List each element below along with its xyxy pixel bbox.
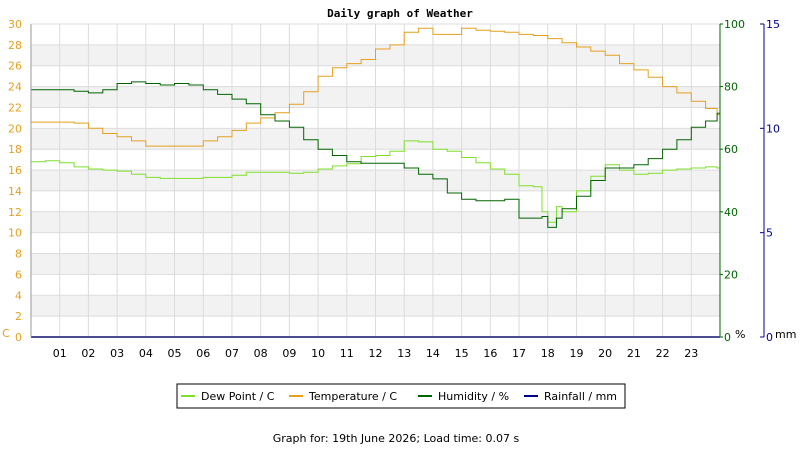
series-line-1 [31, 140, 720, 223]
x-tick-label: 12 [369, 347, 383, 360]
y-tick-label-temperature: 16 [8, 164, 22, 177]
y-tick-label-humidity: 40 [724, 206, 738, 219]
y-tick-label-humidity: 0 [724, 331, 731, 344]
axis-unit-temperature: C [2, 327, 10, 340]
x-tick-label: 07 [225, 347, 239, 360]
x-tick-label: 16 [483, 347, 497, 360]
footer-text: Graph for: 19th June 2026; Load time: 0.… [273, 432, 520, 445]
x-tick-label: 23 [684, 347, 698, 360]
legend-label: Dew Point / C [201, 390, 275, 403]
chart-title: Daily graph of Weather [327, 7, 473, 20]
y-tick-label-humidity: 100 [724, 18, 745, 31]
x-tick-label: 05 [168, 347, 182, 360]
x-tick-label: 08 [254, 347, 268, 360]
series-line-3 [31, 81, 720, 228]
axis-unit-rainfall: mm [775, 328, 796, 341]
y-tick-label-temperature: 8 [15, 248, 22, 261]
y-tick-label-temperature: 0 [15, 331, 22, 344]
x-tick-label: 17 [512, 347, 526, 360]
y-tick-label-temperature: 12 [8, 206, 22, 219]
plot-grid [31, 23, 720, 338]
y-tick-label-rainfall: 5 [766, 227, 773, 240]
y-tick-label-temperature: 22 [8, 101, 22, 114]
x-tick-label: 09 [282, 347, 296, 360]
x-tick-label: 14 [426, 347, 440, 360]
x-tick-label: 06 [196, 347, 210, 360]
x-tick-label: 20 [598, 347, 612, 360]
x-tick-label: 19 [569, 347, 583, 360]
y-tick-label-temperature: 2 [15, 310, 22, 323]
y-tick-label-temperature: 14 [8, 185, 22, 198]
x-tick-label: 01 [53, 347, 67, 360]
legend: Dew Point / C Temperature / C Humidity / %… [176, 383, 626, 409]
y-tick-label-rainfall: 15 [766, 18, 780, 31]
y-tick-label-temperature: 18 [8, 143, 22, 156]
x-tick-label: 10 [311, 347, 325, 360]
y-tick-label-rainfall: 10 [766, 122, 780, 135]
x-tick-label: 21 [627, 347, 641, 360]
x-tick-label: 04 [139, 347, 153, 360]
legend-label: Humidity / % [438, 390, 509, 403]
legend-label: Rainfall / mm [544, 390, 617, 403]
y-tick-label-temperature: 4 [15, 289, 22, 302]
y-tick-label-humidity: 80 [724, 81, 738, 94]
y-tick-label-temperature: 20 [8, 122, 22, 135]
y-tick-label-temperature: 30 [8, 18, 22, 31]
y-tick-label-temperature: 6 [15, 268, 22, 281]
y-tick-label-rainfall: 0 [766, 331, 773, 344]
y-tick-label-temperature: 24 [8, 81, 22, 94]
x-tick-label: 11 [340, 347, 354, 360]
y-tick-label-humidity: 20 [724, 268, 738, 281]
x-tick-label: 02 [81, 347, 95, 360]
legend-label: Temperature / C [308, 390, 397, 403]
axis-unit-humidity: % [735, 328, 745, 341]
y-tick-label-temperature: 26 [8, 60, 22, 73]
y-tick-label-temperature: 10 [8, 227, 22, 240]
y-tick-label-humidity: 60 [724, 143, 738, 156]
y-tick-label-temperature: 28 [8, 39, 22, 52]
series-line-2 [31, 27, 720, 147]
x-tick-label: 13 [397, 347, 411, 360]
x-tick-label: 22 [656, 347, 670, 360]
x-tick-label: 15 [455, 347, 469, 360]
x-tick-label: 18 [541, 347, 555, 360]
x-tick-label: 03 [110, 347, 124, 360]
